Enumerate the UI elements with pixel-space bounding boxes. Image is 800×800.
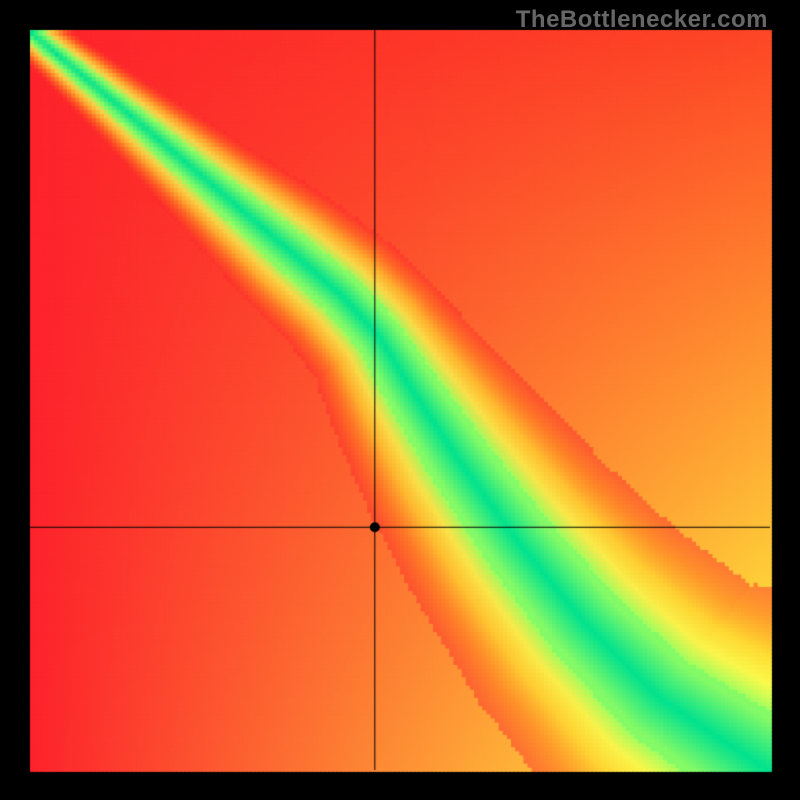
chart-container: TheBottlenecker.com — [0, 0, 800, 800]
heatmap-canvas — [0, 0, 800, 800]
watermark-text: TheBottlenecker.com — [516, 6, 768, 34]
